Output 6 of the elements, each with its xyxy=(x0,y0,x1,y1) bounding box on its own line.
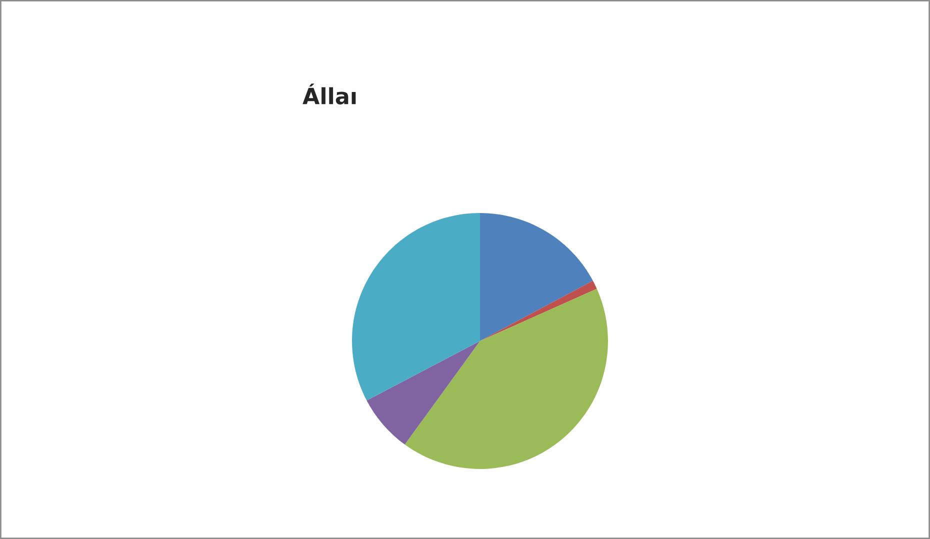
pie-slice xyxy=(480,280,597,341)
chart-title: Állaı xyxy=(302,84,356,104)
pie-slice xyxy=(366,341,480,445)
pie-slice xyxy=(480,213,593,341)
pie-slice xyxy=(352,213,480,401)
pie-slice xyxy=(404,288,608,469)
